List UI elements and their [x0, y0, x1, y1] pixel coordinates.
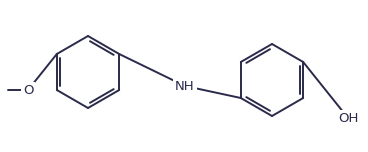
Text: OH: OH: [338, 112, 358, 124]
Text: O: O: [23, 83, 33, 97]
Text: NH: NH: [175, 79, 195, 93]
